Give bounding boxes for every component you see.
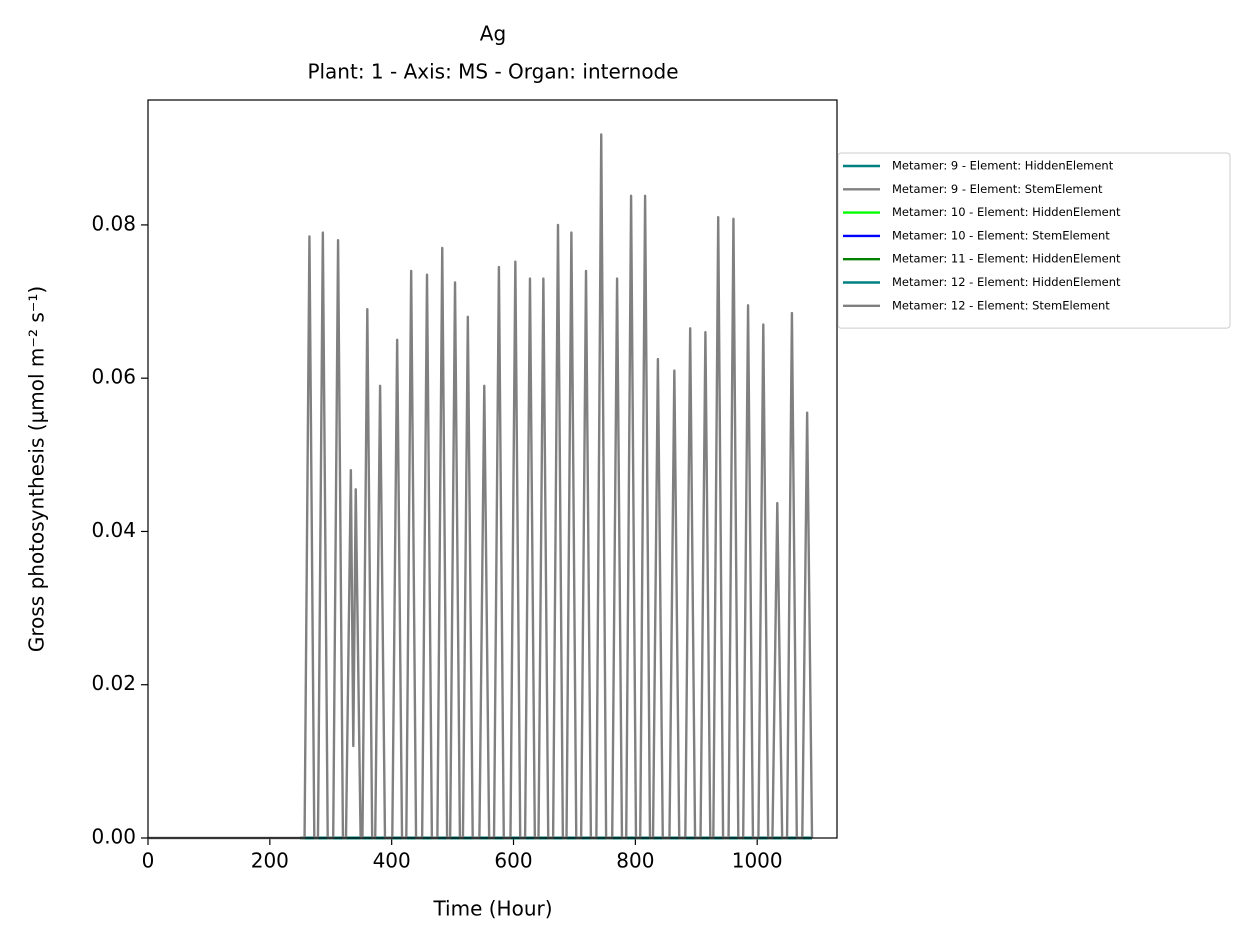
x-tick-label: 400 — [373, 849, 411, 873]
y-axis-label: Gross photosynthesis (µmol m⁻² s⁻¹) — [25, 286, 49, 652]
series-line — [148, 133, 814, 840]
legend: Metamer: 9 - Element: HiddenElement Metam… — [837, 152, 1231, 329]
x-tick-label: 1000 — [732, 849, 783, 873]
legend-label: Metamer: 10 - Element: StemElement — [892, 228, 1110, 242]
chart-title: Ag — [480, 22, 506, 46]
legend-label: Metamer: 10 - Element: HiddenElement — [892, 205, 1121, 219]
legend-label: Metamer: 9 - Element: StemElement — [892, 182, 1103, 196]
y-tick-label: 0.08 — [91, 211, 136, 235]
chart-subtitle: Plant: 1 - Axis: MS - Organ: internode — [307, 60, 678, 84]
x-tick-label: 800 — [616, 849, 654, 873]
legend-label: Metamer: 12 - Element: StemElement — [892, 298, 1110, 312]
legend-label: Metamer: 11 - Element: HiddenElement — [892, 252, 1121, 266]
y-tick-label: 0.02 — [91, 671, 136, 695]
y-tick-label: 0.04 — [91, 518, 136, 542]
legend-label: Metamer: 9 - Element: HiddenElement — [892, 159, 1114, 173]
legend-label: Metamer: 12 - Element: HiddenElement — [892, 275, 1121, 289]
x-tick-label: 600 — [494, 849, 532, 873]
x-axis-label: Time (Hour) — [432, 897, 552, 921]
y-tick-label: 0.00 — [91, 825, 136, 849]
legend-box — [837, 152, 1231, 329]
x-tick-label: 0 — [142, 849, 155, 873]
x-tick-label: 200 — [251, 849, 289, 873]
plot-frame — [147, 99, 838, 839]
y-tick-label: 0.06 — [91, 365, 136, 389]
